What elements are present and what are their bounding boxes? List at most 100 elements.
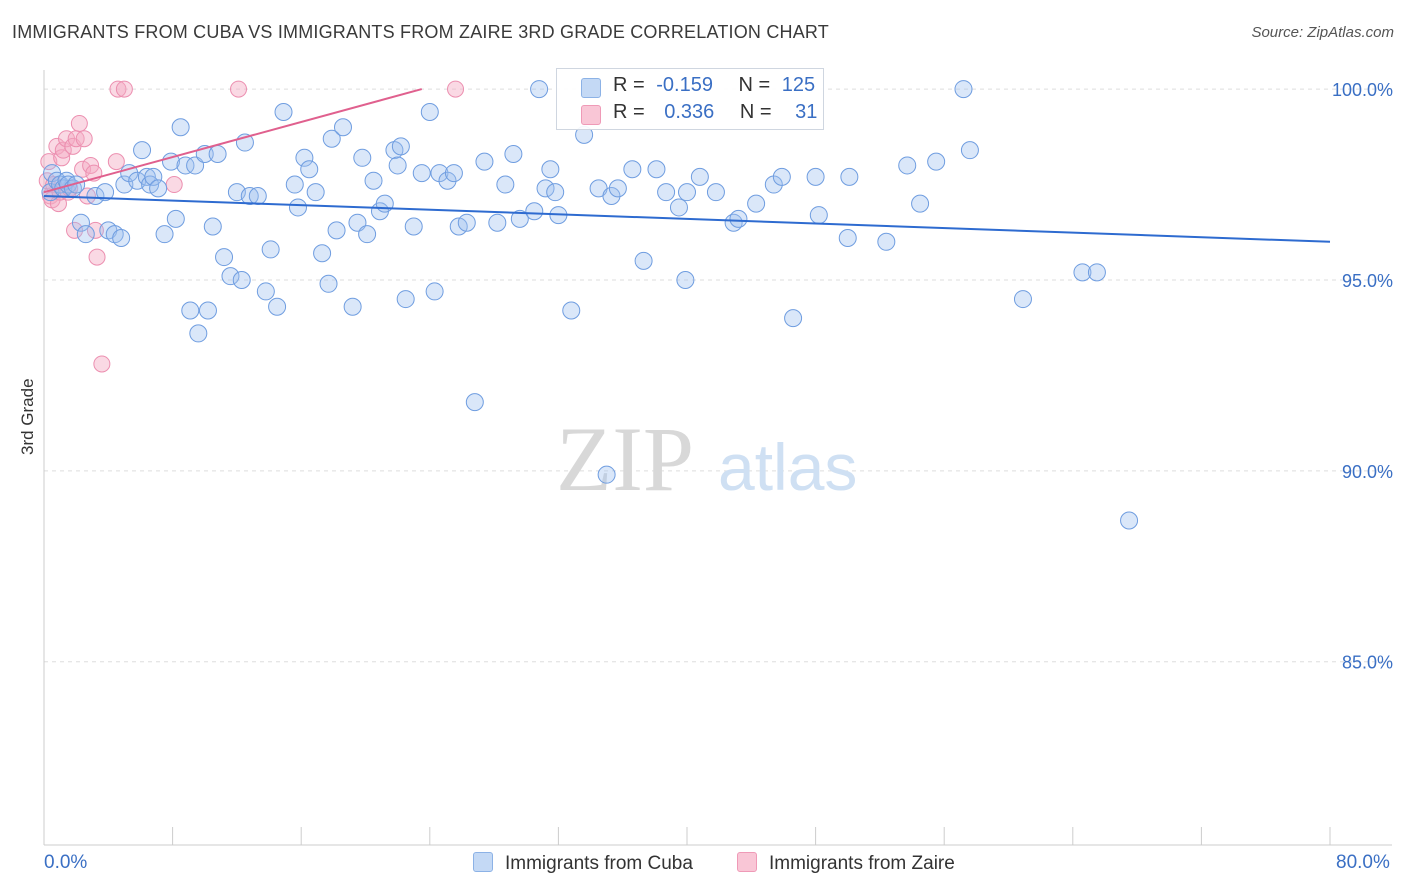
watermark: ZIP atlas [556,408,857,510]
source-credit: Source: ZipAtlas.com [1251,24,1394,41]
cuba-point [475,152,494,171]
zaire-point [109,80,127,98]
cuba-point [232,270,251,289]
cuba-point [189,324,208,343]
r-value-cuba: -0.159 [656,74,713,96]
cuba-point [171,118,190,137]
legend-item-cuba[interactable]: Immigrants from Cuba [473,852,693,875]
cuba-point [149,179,168,198]
zaire-point [54,141,72,159]
zaire-point [93,355,111,373]
cuba-point [541,160,560,179]
cuba-point [954,80,973,99]
cuba-point [911,194,930,213]
zaire-point [447,80,465,98]
n-label: N = [739,101,772,123]
zaire-point [66,221,84,239]
cuba-point [76,225,95,244]
cuba-point [133,141,152,160]
cuba-point [838,228,857,247]
stats-legend: R = -0.159 N = 125 R = 0.336 N = 31 [556,68,824,130]
x-tick-label-min: 0.0% [44,852,88,873]
y-tick-labels: 100.0% 95.0% 90.0% 85.0% [1332,80,1393,673]
cuba-point [806,167,825,186]
cuba-point [96,183,115,202]
watermark-atlas: atlas [718,430,857,504]
x-tick-label-max: 80.0% [1336,852,1390,873]
cuba-point [898,156,917,175]
cuba-point [504,144,523,163]
cuba-point [333,118,352,137]
y-tick-label: 95.0% [1342,271,1393,291]
cuba-point [396,290,415,309]
cuba-point [602,186,621,205]
cuba-trend-line [43,194,1331,243]
cuba-point [747,194,766,213]
cuba-point [840,167,859,186]
r-label: R = [613,74,645,96]
y-tick-label: 100.0% [1332,80,1393,100]
cuba-point [676,270,695,289]
series-cuba-points [41,80,1139,530]
cuba-point [181,301,200,320]
cuba-point [404,217,423,236]
y-tick-label: 85.0% [1342,653,1393,673]
y-axis-label: 3rd Grade [18,378,37,455]
legend-label-cuba: Immigrants from Cuba [505,853,693,874]
cuba-point [634,251,653,270]
cuba-point [1087,263,1106,282]
cuba-point [319,274,338,293]
cuba-legend-swatch [473,852,493,872]
y-tick-label: 90.0% [1342,462,1393,482]
zaire-point [107,153,125,171]
cuba-point [877,232,896,251]
cuba-point [562,301,581,320]
cuba-point [608,179,627,198]
cuba-point [221,267,240,286]
cuba-point [706,183,725,202]
cuba-point [960,141,979,160]
cuba-point [438,171,457,190]
zaire-point [86,221,104,239]
cuba-point [412,164,431,183]
cuba-point [248,186,267,205]
cuba-point [322,129,341,148]
cuba-point [86,186,105,205]
cuba-point [364,171,383,190]
legend-label-zaire: Immigrants from Zaire [769,853,955,874]
cuba-point [198,301,217,320]
cuba-point [327,221,346,240]
zaire-swatch [581,105,601,125]
cuba-point [530,80,549,99]
zaire-point [230,80,248,98]
n-label: N = [738,74,771,96]
cuba-point [391,137,410,156]
cuba-point [176,156,195,175]
cuba-point [425,282,444,301]
gridlines [44,88,1392,663]
cuba-point [525,202,544,221]
cuba-point [288,198,307,217]
cuba-point [353,148,372,167]
cuba-point [772,167,791,186]
cuba-point [313,244,332,263]
legend-item-zaire[interactable]: Immigrants from Zaire [737,852,955,875]
zaire-point [70,114,88,132]
cuba-point [343,297,362,316]
zaire-point [75,130,93,148]
cuba-point [144,167,163,186]
zaire-point [115,80,133,98]
cuba-point [71,213,90,232]
n-value-cuba: 125 [781,74,816,96]
cuba-point [215,248,234,267]
cuba-point [274,102,293,121]
cuba-point [657,183,676,202]
series-legend: Immigrants from Cuba Immigrants from Zai… [0,852,1406,878]
cuba-point [261,240,280,259]
chart-title: IMMIGRANTS FROM CUBA VS IMMIGRANTS FROM … [12,22,829,42]
cuba-point [457,213,476,232]
cuba-point [388,156,407,175]
cuba-point [465,393,484,412]
zaire-point [88,248,106,266]
